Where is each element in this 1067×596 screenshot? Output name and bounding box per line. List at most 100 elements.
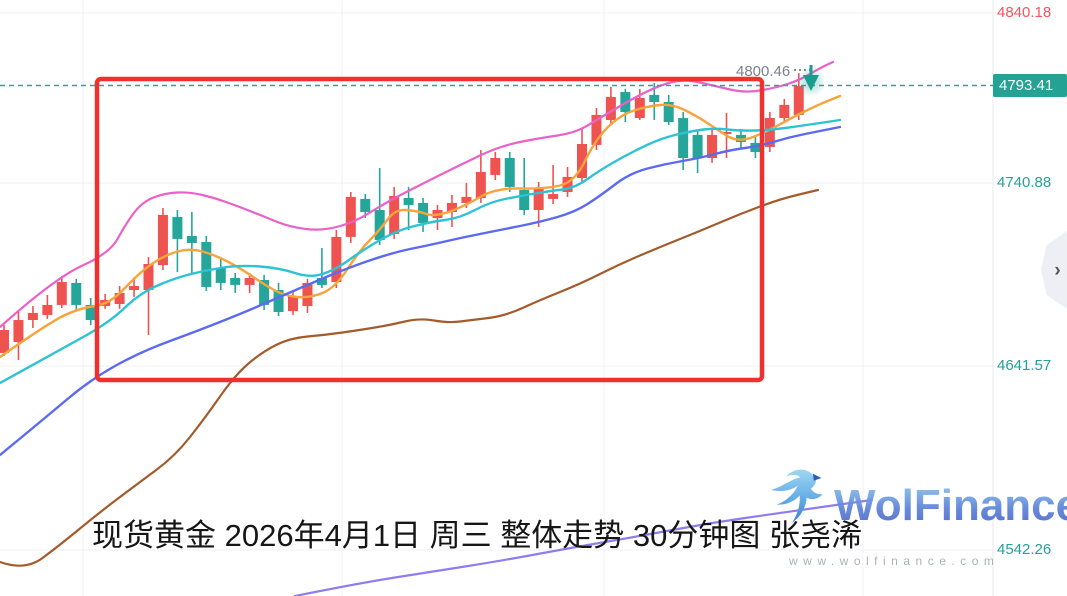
candles	[0, 73, 804, 361]
candle	[432, 204, 443, 231]
candle	[360, 194, 371, 219]
candle-body	[519, 190, 530, 211]
candle-body	[649, 94, 660, 103]
candle-body	[548, 194, 559, 199]
candle-body	[71, 282, 82, 305]
ma-cyan	[0, 118, 842, 385]
candle-body	[678, 118, 689, 159]
candle	[129, 278, 140, 297]
wolfinance-bird-icon	[771, 469, 823, 523]
price-axis-label: 4740.88	[997, 174, 1052, 191]
candle	[244, 272, 255, 293]
candle	[475, 150, 486, 203]
candle-body	[259, 280, 270, 305]
caption-title: 现货黄金 2026年4月1日 周三 整体走势 30分钟图 张尧浠	[92, 518, 862, 553]
candle	[56, 276, 67, 309]
candle	[42, 294, 53, 319]
candle	[0, 324, 9, 357]
candle-body	[461, 196, 472, 203]
price-axis-label: 4840.18	[997, 4, 1052, 21]
candle	[591, 108, 602, 151]
lower-band-violet	[293, 498, 874, 596]
candle-body	[605, 96, 616, 121]
candle-body	[707, 134, 718, 159]
candle	[490, 152, 501, 181]
price-axis-label: 4542.26	[997, 541, 1052, 558]
ma-orange	[0, 94, 842, 359]
candle	[157, 208, 168, 271]
candle-body	[129, 286, 140, 291]
candle-body	[215, 268, 226, 283]
candle-body	[172, 216, 183, 239]
candle-body	[316, 278, 327, 285]
candle	[143, 256, 154, 335]
candle-body	[692, 134, 703, 159]
current-price-marker	[796, 65, 826, 97]
price-axis-label: 4641.57	[997, 357, 1052, 374]
candle-body	[562, 176, 573, 193]
candle-body	[114, 292, 125, 305]
candle	[114, 286, 125, 309]
candle	[273, 282, 284, 317]
candle	[316, 248, 327, 289]
candle-body	[721, 132, 732, 135]
candle	[85, 298, 96, 326]
watermark-url: www.wolfinance.com	[789, 554, 1000, 568]
candle-body	[345, 196, 356, 237]
candle	[230, 272, 241, 293]
candle	[27, 306, 38, 329]
gridlines	[0, 0, 994, 596]
candle-body	[331, 236, 342, 283]
candle-body	[201, 242, 212, 287]
candle-body	[186, 236, 197, 243]
candle	[779, 98, 790, 123]
candle	[663, 94, 674, 125]
candle	[707, 128, 718, 163]
candle-body	[42, 304, 53, 315]
candle-body	[403, 198, 414, 205]
upper-band-pink	[0, 60, 835, 329]
marker-arrow-icon	[803, 75, 819, 91]
watermark-brand: WolFinance	[834, 481, 1067, 531]
overlay-lines	[0, 60, 874, 596]
candle	[71, 278, 82, 311]
ma-blue	[0, 125, 842, 457]
candle-body	[446, 202, 457, 213]
candle-body	[56, 282, 67, 305]
candle-body	[360, 198, 371, 213]
high-price-label: 4800.46	[736, 63, 791, 80]
candle-body	[663, 102, 674, 123]
candle	[13, 312, 24, 361]
candle-body	[143, 264, 154, 291]
highlight-box	[94, 76, 765, 383]
candle	[201, 236, 212, 291]
candle-body	[13, 320, 24, 343]
candle	[186, 212, 197, 273]
candle	[764, 112, 775, 153]
candle	[172, 210, 183, 273]
candle-body	[490, 158, 501, 175]
candle	[605, 86, 616, 125]
ma-brown	[0, 188, 820, 567]
candle-body	[764, 118, 775, 147]
candle-body	[288, 296, 298, 312]
candle-body	[85, 304, 96, 321]
candle-body	[577, 144, 587, 179]
candle-body	[779, 104, 790, 119]
candle	[692, 130, 703, 173]
candle-body	[273, 290, 284, 313]
candle-body	[504, 158, 515, 187]
candle	[403, 186, 414, 231]
candle-body	[389, 196, 400, 235]
candle-body	[475, 172, 486, 199]
last-price-badge: 4793.41	[993, 74, 1067, 97]
candle	[519, 158, 530, 215]
candle-body	[244, 278, 255, 285]
candle	[533, 182, 544, 227]
candle-body	[533, 188, 544, 211]
candle	[331, 230, 342, 289]
candle	[577, 128, 587, 183]
candle-body	[27, 312, 38, 321]
candle-body	[374, 210, 385, 241]
